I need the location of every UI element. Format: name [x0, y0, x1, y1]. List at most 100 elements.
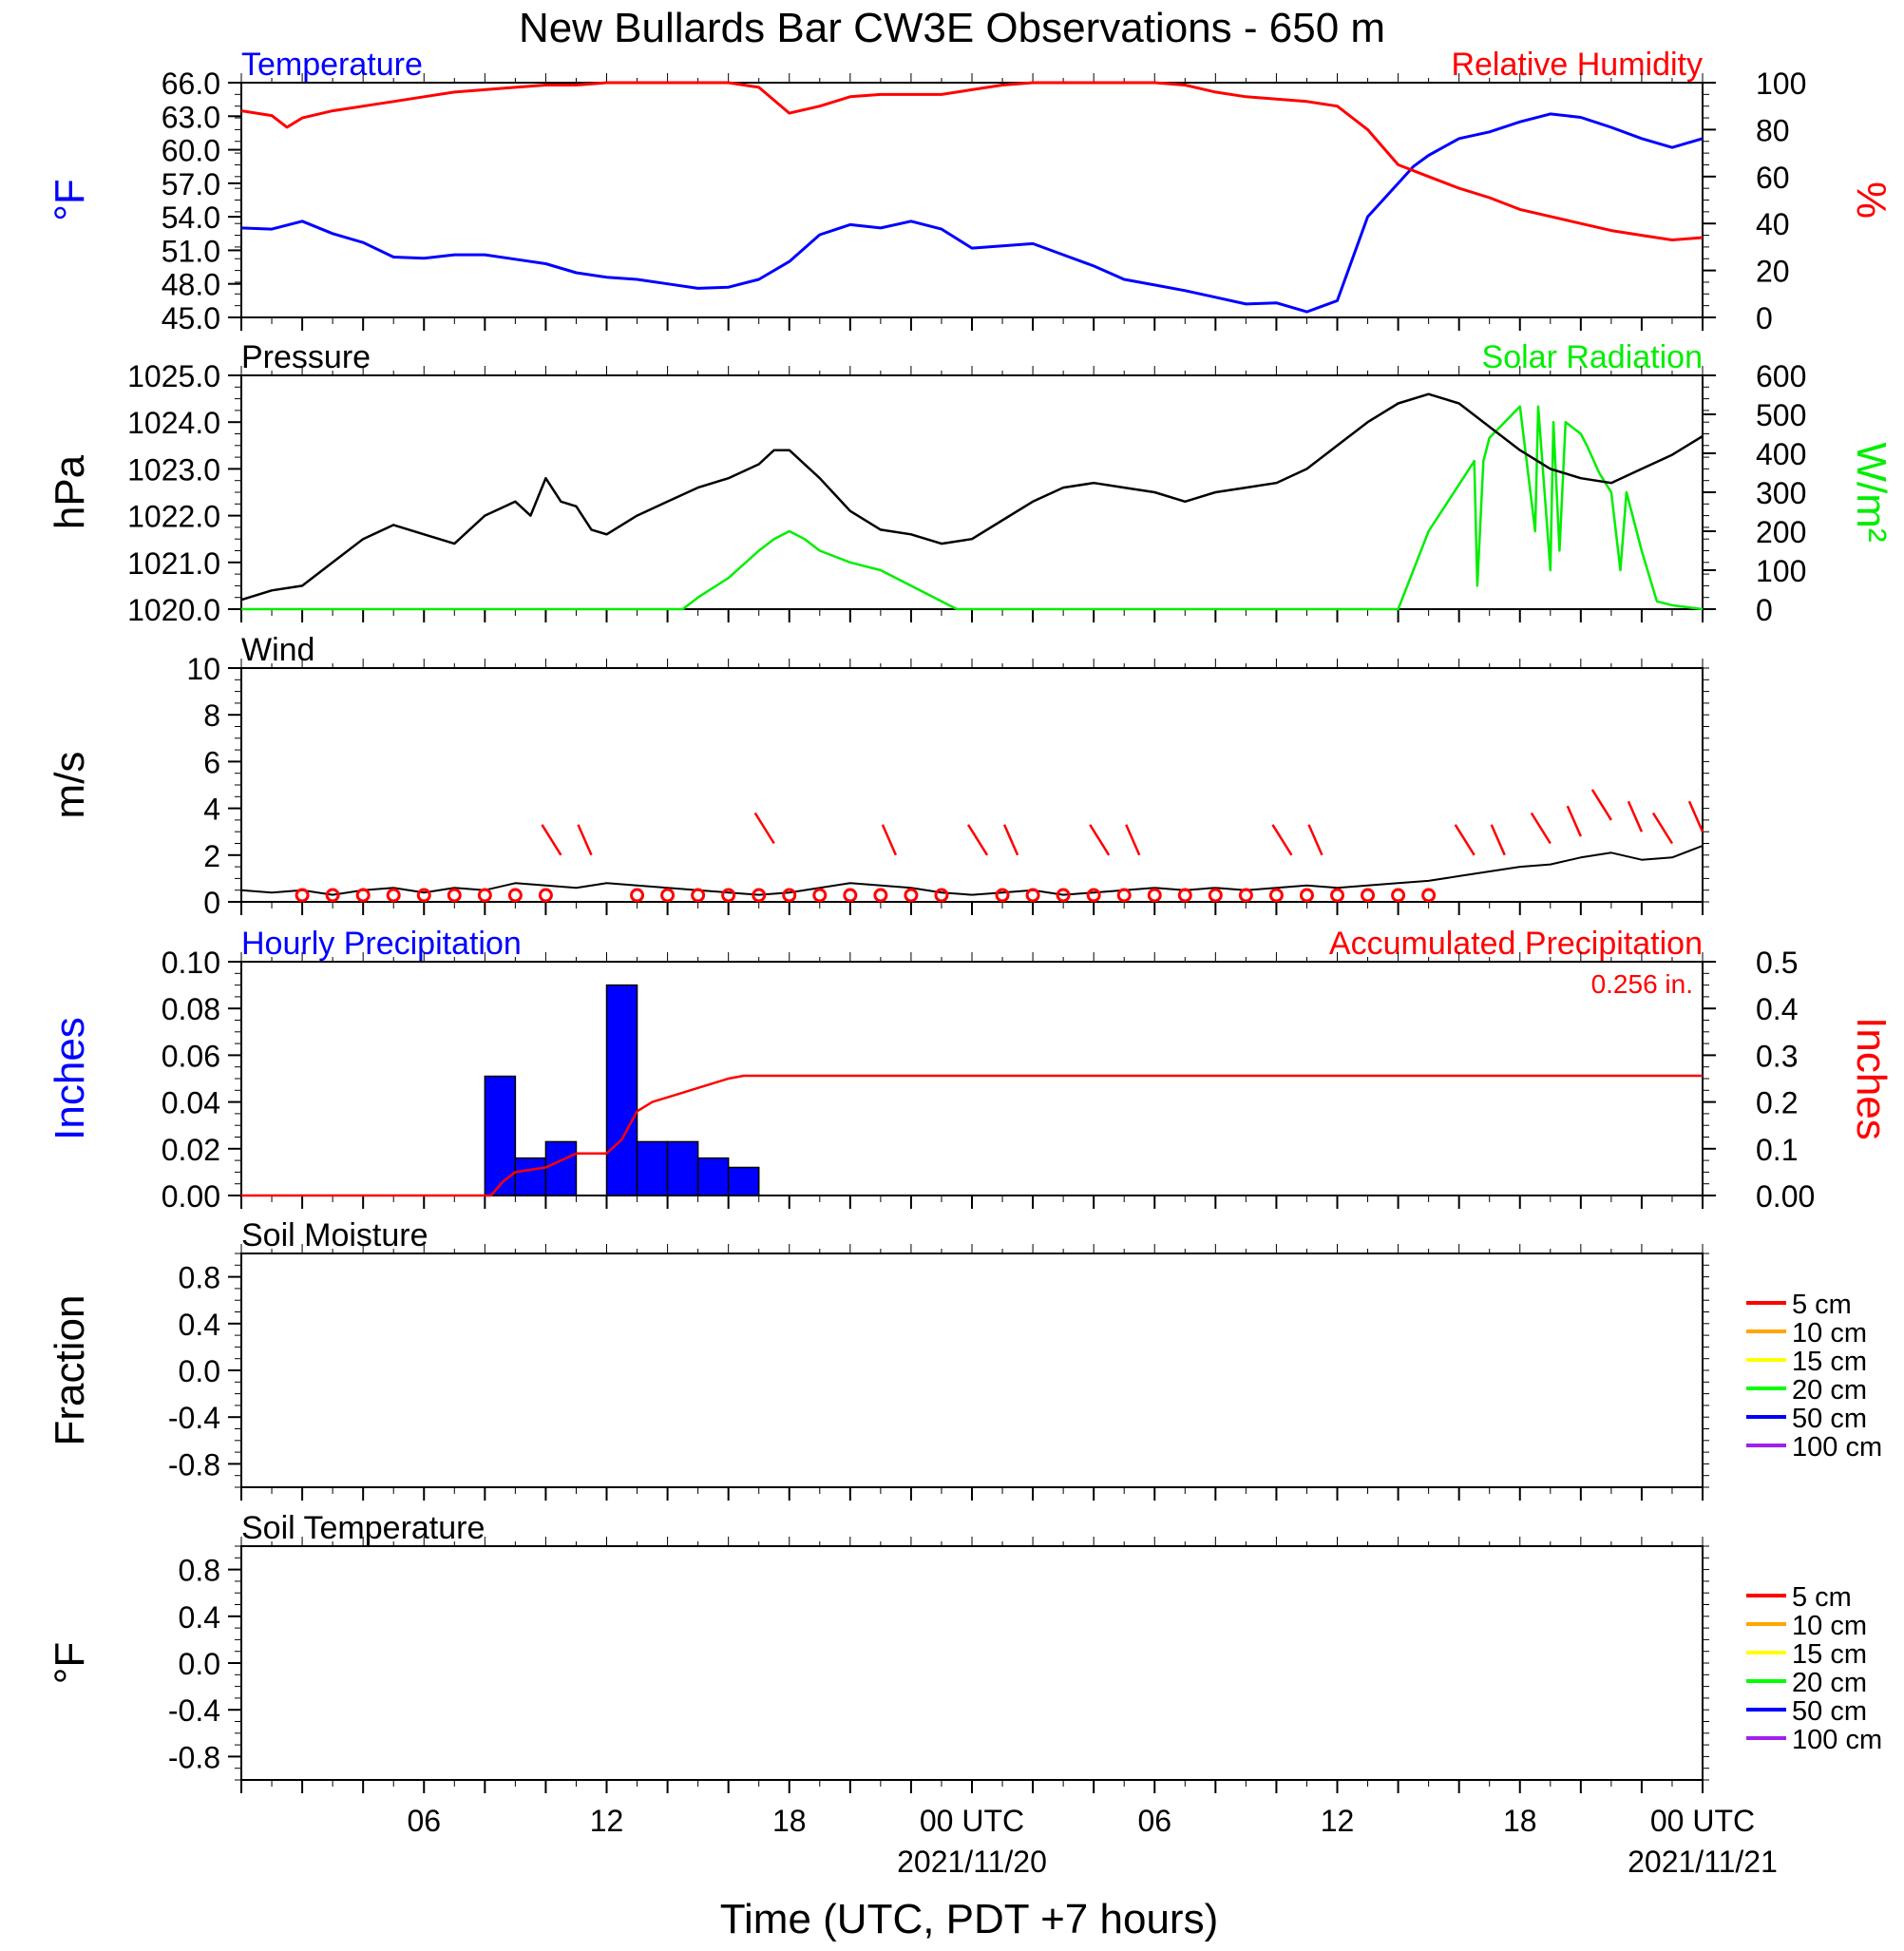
wind-calm-circle — [995, 888, 1010, 903]
wind-calm-circle — [295, 888, 310, 903]
y-tick-label: 1023.0 — [127, 452, 220, 487]
y-tick-label-right: 0.00 — [1756, 1179, 1815, 1214]
wind-calm-circle — [1268, 888, 1284, 903]
y-tick-label: 0.06 — [162, 1039, 220, 1073]
pressure-line — [240, 392, 1704, 602]
y-tick-label: 48.0 — [162, 268, 220, 302]
panel-title-right: Solar Radiation — [1482, 339, 1703, 375]
y-tick-label: 0.00 — [162, 1179, 220, 1214]
x-tick-label: 12 — [590, 1804, 624, 1838]
legend-label: 10 cm — [1792, 1318, 1867, 1348]
y-tick-label-right: 40 — [1756, 207, 1790, 241]
y-tick-label-right: 0 — [1756, 593, 1773, 627]
y-tick-label: 0.10 — [162, 946, 220, 980]
wind-barb — [1590, 789, 1612, 821]
y-tick-label: 63.0 — [162, 100, 220, 134]
wind-calm-circle — [873, 888, 888, 903]
y-tick-label: -0.4 — [168, 1401, 220, 1435]
y-tick-label: 1025.0 — [127, 359, 220, 393]
wind-calm-circle — [1361, 888, 1376, 903]
y-tick-label-right: 100 — [1756, 554, 1806, 588]
x-tick-label: 18 — [1503, 1804, 1537, 1838]
wind-calm-circle — [1025, 888, 1040, 903]
y-tick-label: 1024.0 — [127, 406, 220, 440]
figure-title: New Bullards Bar CW3E Observations - 650… — [519, 5, 1385, 51]
wind-calm-circle — [477, 888, 492, 903]
wind-barb — [577, 824, 593, 856]
y-tick-label: 4 — [203, 793, 220, 827]
legend-label: 15 cm — [1792, 1347, 1867, 1377]
y-tick-label-right: 0.3 — [1756, 1039, 1798, 1073]
wind-calm-circle — [812, 888, 828, 903]
wind-barb — [1271, 824, 1293, 856]
precip-bar — [544, 1140, 578, 1196]
wind-calm-circle — [1116, 888, 1132, 903]
panel-frame — [240, 961, 1704, 1196]
y-tick-label: 51.0 — [162, 234, 220, 268]
panel-frame — [240, 1545, 1704, 1781]
wind-barb — [966, 824, 989, 856]
x-axis-label: Time (UTC, PDT +7 hours) — [720, 1896, 1218, 1942]
y-tick-label: -0.8 — [168, 1447, 220, 1482]
wind-calm-circle — [691, 888, 706, 903]
precip-bar — [636, 1140, 669, 1196]
legend-label: 100 cm — [1792, 1725, 1882, 1755]
y-tick-label: 54.0 — [162, 201, 220, 235]
wind-calm-circle — [1056, 888, 1071, 903]
y-axis-label-left: m/s — [47, 752, 93, 819]
wind-barb — [1566, 805, 1582, 837]
wind-calm-circle — [507, 888, 523, 903]
wind-barb — [1651, 812, 1674, 845]
panel-soil_moisture: Soil Moisture -0.8 -0.4 0.0 0.4 0.8 Fraction 5 … — [47, 1217, 1882, 1501]
panel-frame — [240, 667, 1704, 903]
y-axis-label-right: W/m² — [1848, 442, 1894, 542]
wind-barb — [1687, 800, 1704, 832]
y-tick-label: -0.8 — [168, 1740, 220, 1774]
wind-barb — [881, 824, 898, 856]
y-tick-label: 60.0 — [162, 134, 220, 168]
legend-label: 20 cm — [1792, 1668, 1867, 1698]
y-tick-label-right: 600 — [1756, 359, 1806, 393]
wind-calm-circle — [1330, 888, 1344, 903]
y-tick-label: 1022.0 — [127, 500, 220, 534]
y-tick-label: 0.04 — [162, 1086, 220, 1120]
legend-label: 15 cm — [1792, 1639, 1867, 1670]
y-tick-label-right: 80 — [1756, 113, 1790, 147]
panel-title-right: Relative Humidity — [1451, 47, 1703, 83]
y-tick-label-right: 0.2 — [1756, 1086, 1798, 1120]
panel-title-left: Pressure — [241, 339, 371, 375]
x-tick-label: 00 UTC — [920, 1804, 1024, 1838]
y-tick-label: 10 — [186, 652, 220, 686]
y-axis-label-left: hPa — [47, 454, 93, 529]
y-axis-label-left: °F — [47, 1642, 93, 1684]
y-tick-label: 0.08 — [162, 992, 220, 1026]
y-tick-label-right: 20 — [1756, 255, 1790, 289]
y-tick-label-right: 200 — [1756, 515, 1806, 549]
panel-soil_temp: Soil Temperature-0.8-0.40.00.40.8°F5 cm1… — [47, 1510, 1882, 1793]
wind-barb — [1530, 812, 1552, 845]
panel-pressure_solar: Pressure Solar Radiation 1020.0 1021.0 1022.… — [47, 339, 1894, 627]
wind-calm-circle — [660, 888, 676, 903]
x-date-label: 2021/11/21 — [1628, 1845, 1778, 1879]
panel-frame — [240, 374, 1704, 610]
legend-label: 5 cm — [1792, 1582, 1852, 1613]
y-tick-label: 0.4 — [179, 1600, 220, 1635]
panel-frame — [240, 1253, 1704, 1488]
y-tick-label-right: 400 — [1756, 437, 1806, 471]
y-tick-label-right: 0 — [1756, 301, 1773, 335]
y-tick-label: 0.02 — [162, 1133, 220, 1167]
panel-precip: Hourly Precipitation Accumulated Precipit… — [47, 926, 1894, 1214]
y-tick-label: 0.0 — [179, 1354, 220, 1388]
wind-calm-circle — [1177, 888, 1192, 903]
wind-calm-circle — [1238, 888, 1253, 903]
accumulated-precip-line — [241, 1074, 1703, 1197]
precip-bar — [605, 984, 638, 1196]
panel-frame — [240, 82, 1704, 318]
wind-calm-circle — [843, 888, 858, 903]
panel-wind: Wind 0 2 4 6 8 10 m/s — [47, 632, 1709, 920]
legend-label: 20 cm — [1792, 1375, 1867, 1406]
y-tick-label-right: 100 — [1756, 67, 1806, 101]
wind-calm-circle — [416, 888, 431, 903]
wind-calm-circle — [538, 888, 553, 903]
panel-title-left: Temperature — [241, 47, 423, 83]
